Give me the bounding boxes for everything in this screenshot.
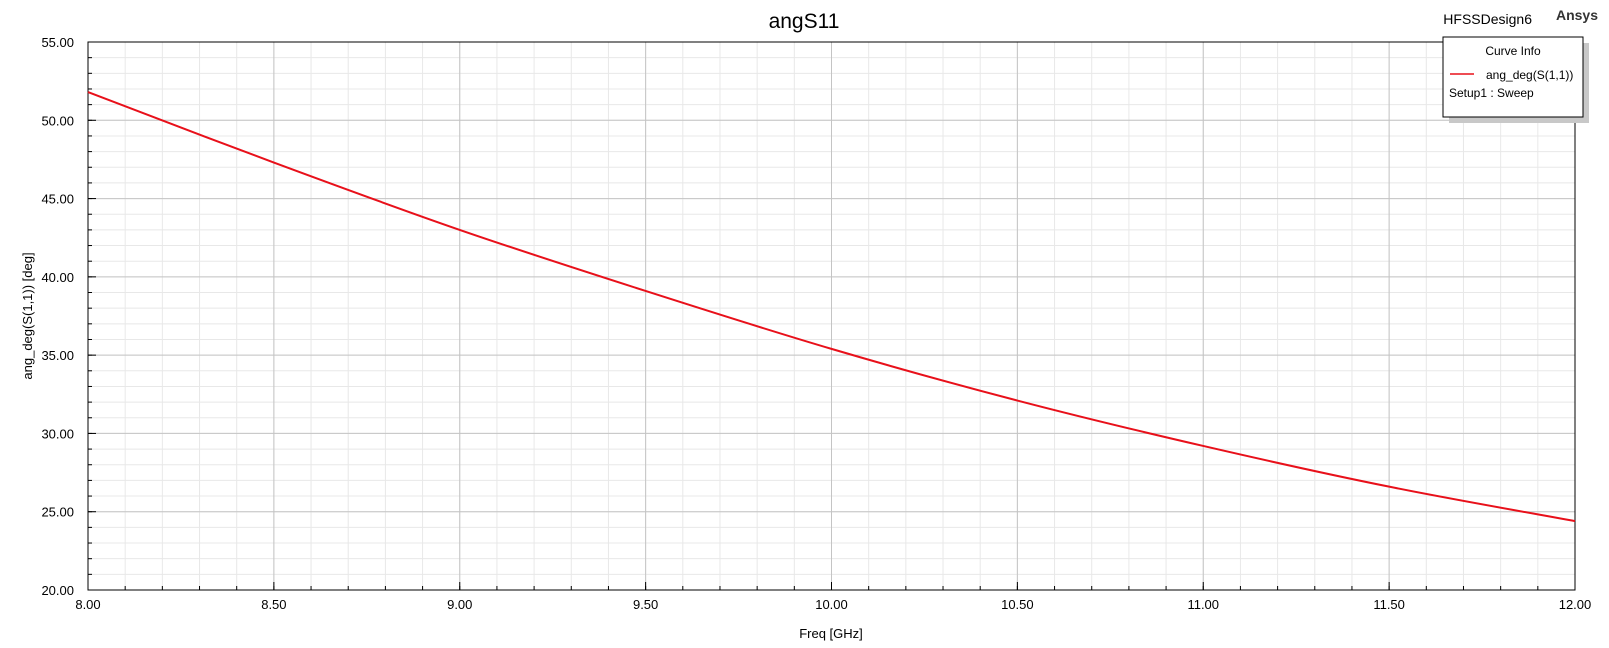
y-tick-label: 50.00 xyxy=(41,113,74,128)
x-tick-label: 9.50 xyxy=(633,597,658,612)
chart-title: angS11 xyxy=(769,10,840,33)
y-tick-label: 40.00 xyxy=(41,270,74,285)
design-name: HFSSDesign6 xyxy=(1443,11,1532,27)
series-lines xyxy=(87,91,1576,523)
legend-title: Curve Info xyxy=(1485,44,1541,58)
legend[interactable]: Curve Info ang_deg(S(1,1)) Setup1 : Swee… xyxy=(1442,36,1589,123)
legend-box xyxy=(1442,36,1584,118)
y-tick-label: 25.00 xyxy=(41,505,74,520)
x-tick-label: 11.50 xyxy=(1373,597,1405,612)
x-tick-label: 11.00 xyxy=(1187,597,1219,612)
x-tick-label: 8.00 xyxy=(75,597,100,612)
y-tick-label: 35.00 xyxy=(41,348,74,363)
x-tick-label: 10.50 xyxy=(1001,597,1034,612)
y-tick-label: 45.00 xyxy=(41,192,74,207)
x-tick-label: 9.00 xyxy=(447,597,472,612)
y-axis-label: ang_deg(S(1,1)) [deg] xyxy=(20,252,35,379)
x-tick-label: 12.00 xyxy=(1559,597,1592,612)
y-tick-label: 20.00 xyxy=(41,583,74,598)
brand-logo: Ansys xyxy=(1556,7,1598,23)
y-tick-label: 30.00 xyxy=(41,426,74,441)
axis-ticks xyxy=(87,41,1576,591)
tick-labels: 8.00 8.50 9.00 9.50 10.00 10.50 11.00 11.50 12.0… xyxy=(41,35,1591,612)
x-tick-label: 8.50 xyxy=(261,597,286,612)
x-axis-label: Freq [GHz] xyxy=(799,626,863,641)
series-line-ang-deg-s11 xyxy=(87,91,1576,523)
legend-entry-sublabel: Setup1 : Sweep xyxy=(1449,86,1534,100)
grid xyxy=(87,41,1576,591)
legend-entry-label: ang_deg(S(1,1)) xyxy=(1486,68,1573,82)
x-tick-label: 10.00 xyxy=(815,597,848,612)
y-tick-label: 55.00 xyxy=(41,35,74,50)
